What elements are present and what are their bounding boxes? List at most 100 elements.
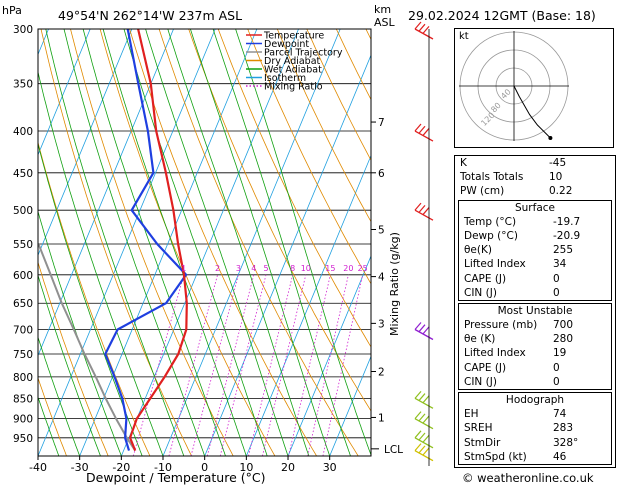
index-value: 10 bbox=[549, 171, 563, 184]
index-row: K -45 bbox=[455, 156, 615, 170]
surface-row: θe(K) 255 bbox=[459, 243, 611, 257]
pressure-tick-label: 350 bbox=[13, 79, 33, 91]
surface-value: -20.9 bbox=[553, 229, 581, 242]
wind-barb-flag bbox=[414, 21, 422, 30]
surface-row: Dewp (°C) -20.9 bbox=[459, 229, 611, 243]
most-unstable-value: 0 bbox=[553, 375, 560, 388]
pressure-tick-label: 950 bbox=[13, 433, 33, 445]
hodograph-stat-value: 74 bbox=[553, 408, 567, 421]
most-unstable-title: Most Unstable bbox=[497, 304, 573, 317]
wind-barb-flag bbox=[414, 123, 422, 132]
mixing-ratio-label: 8 bbox=[290, 264, 295, 273]
surface-key: CAPE (J) bbox=[464, 272, 507, 285]
hodograph-stat-key: StmSpd (kt) bbox=[464, 450, 527, 463]
wind-barb-flag bbox=[418, 23, 426, 32]
isotherm-line bbox=[287, 255, 371, 456]
index-value: -45 bbox=[549, 157, 567, 169]
hodograph-stat-key: StmDir bbox=[464, 436, 501, 449]
mixing-ratio-axis-title: Mixing Ratio (g/kg) bbox=[388, 232, 401, 336]
dry-adiabat-line bbox=[38, 261, 109, 456]
mixing-ratio-label: 2 bbox=[215, 264, 220, 273]
wet-adiabat-line bbox=[123, 29, 268, 456]
dry-adiabat-line bbox=[40, 29, 192, 456]
temperature-line bbox=[129, 29, 188, 452]
legend-label: Dewpoint bbox=[264, 39, 309, 50]
mixing-ratio-label: 3 bbox=[236, 264, 241, 273]
hodograph-stat-value: 46 bbox=[553, 450, 567, 463]
wind-barb-flag bbox=[414, 443, 422, 452]
lcl-label: LCL bbox=[384, 444, 403, 456]
pressure-tick-label: 750 bbox=[13, 349, 33, 361]
pressure-tick-label: 650 bbox=[13, 298, 33, 310]
hodograph-endpoint bbox=[548, 136, 553, 140]
pressure-tick-label: 800 bbox=[13, 372, 33, 384]
wind-barb bbox=[414, 450, 434, 462]
wind-barb-flag bbox=[418, 125, 426, 134]
surface-value: 34 bbox=[553, 258, 567, 271]
wind-barb-flag bbox=[418, 204, 426, 213]
wind-barb bbox=[414, 328, 434, 341]
pressure-tick-label: 850 bbox=[13, 393, 33, 405]
surface-value: 255 bbox=[553, 244, 574, 257]
mixing-ratio-line bbox=[248, 274, 294, 456]
surface-row: CAPE (J) 0 bbox=[459, 272, 611, 286]
dry-adiabat-line bbox=[158, 29, 359, 456]
isotherm-line bbox=[0, 29, 7, 456]
wind-barb-flag bbox=[414, 411, 422, 420]
surface-key: Temp (°C) bbox=[464, 215, 517, 228]
hodograph-stat-value: 328° bbox=[553, 436, 579, 449]
most-unstable-row: Pressure (mb) 700 bbox=[459, 318, 611, 332]
wind-barb bbox=[414, 397, 434, 409]
wind-barb-flag bbox=[418, 324, 426, 333]
wet-adiabat-line bbox=[38, 336, 81, 456]
indices-panel: K -45 Totals Totals 10 PW (cm) 0.22 Surface T… bbox=[454, 155, 616, 468]
most-unstable-row: θe (K) 280 bbox=[459, 332, 611, 346]
wet-adiabat-line bbox=[38, 210, 122, 456]
temperature-tick-label: -40 bbox=[29, 461, 47, 474]
surface-value: 0 bbox=[553, 286, 560, 299]
legend-label: Temperature bbox=[263, 31, 324, 42]
altitude-tick-label: 3 bbox=[378, 318, 385, 330]
isotherm-line bbox=[38, 29, 174, 357]
dry-adiabat-line bbox=[276, 29, 371, 223]
index-row: Totals Totals 10 bbox=[455, 170, 615, 184]
wind-barb-flag bbox=[414, 430, 422, 439]
isotherm-line bbox=[38, 29, 133, 257]
hodograph-frame bbox=[454, 28, 614, 148]
mixing-ratio-label: 10 bbox=[301, 264, 311, 273]
isotherm-line bbox=[38, 29, 216, 456]
surface-title: Surface bbox=[514, 201, 555, 214]
temperature-tick-label: -10 bbox=[154, 461, 172, 474]
surface-value: 0 bbox=[553, 272, 560, 285]
dry-adiabat-line bbox=[247, 29, 371, 285]
isotherm-line bbox=[120, 29, 299, 456]
isotherm-line bbox=[329, 355, 371, 456]
mixing-ratio-label: 15 bbox=[325, 264, 335, 273]
isotherm-line bbox=[204, 54, 371, 456]
dry-adiabat-line bbox=[188, 29, 371, 412]
wet-adiabat-line bbox=[145, 29, 289, 456]
mixing-ratio-line bbox=[307, 274, 349, 456]
mixing-ratio-line bbox=[206, 274, 255, 456]
pressure-tick-label: 700 bbox=[13, 325, 33, 337]
isotherm-line bbox=[162, 29, 341, 456]
wet-adiabat-line bbox=[235, 29, 371, 456]
wind-barb bbox=[414, 437, 434, 449]
pressure-unit-label: hPa bbox=[2, 4, 22, 17]
most-unstable-row: CAPE (J) 0 bbox=[459, 361, 611, 375]
wet-adiabat-line bbox=[102, 29, 247, 456]
mixing-ratio-line bbox=[322, 274, 364, 456]
index-key: Totals Totals bbox=[460, 171, 524, 184]
wind-barb-flag bbox=[422, 395, 430, 404]
hodograph-stats-title: Hodograph bbox=[505, 394, 565, 406]
hodograph-stat-row: StmDir 328° bbox=[459, 436, 611, 450]
wind-barb-flag bbox=[418, 413, 426, 422]
surface-key: Dewp (°C) bbox=[464, 229, 518, 242]
mixing-ratio-label: 20 bbox=[343, 264, 353, 273]
wind-barb-flag bbox=[422, 26, 430, 34]
hodograph-stat-value: 283 bbox=[553, 422, 574, 435]
wind-barb-flag bbox=[418, 445, 426, 454]
temperature-tick-label: 10 bbox=[239, 461, 253, 474]
dry-adiabat-line bbox=[217, 29, 371, 348]
legend-label: Wet Adiabat bbox=[264, 65, 322, 76]
